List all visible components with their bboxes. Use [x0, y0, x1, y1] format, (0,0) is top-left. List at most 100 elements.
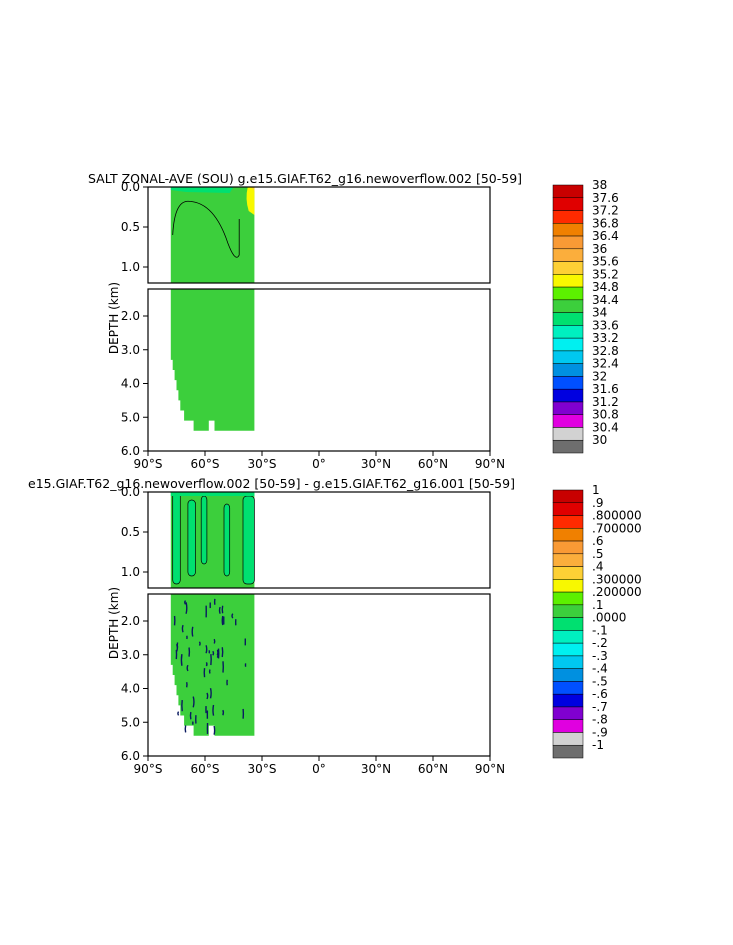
diff-contour	[209, 688, 212, 699]
colorbar-swatch	[552, 439, 584, 454]
colorbar-swatch	[552, 299, 584, 313]
x-tick-label: 30°S	[248, 762, 277, 776]
y-tick-label: 4.0	[121, 377, 140, 391]
colorbar-swatch	[552, 706, 584, 720]
colorbar-swatch	[552, 235, 584, 250]
diff-patch	[223, 503, 231, 577]
y-tick-label: 6.0	[121, 749, 140, 763]
y-tick-labels: 0.0 0.5 1.0 2.0 3.0 4.0 5.0 6.0	[121, 180, 148, 458]
diff-contour	[206, 692, 209, 700]
x-tick-label: 90°S	[134, 762, 163, 776]
y-tick-label: 1.0	[121, 565, 140, 579]
colorbar-label: -.3	[592, 649, 608, 663]
colorbar-label: 32.8	[592, 344, 619, 358]
colorbar-label: 32.4	[592, 357, 619, 371]
colorbar-swatch	[552, 274, 584, 288]
colorbar-label: .5	[592, 547, 603, 561]
chart-title: SALT ZONAL-AVE (SOU) g.e15.GIAF.T62_g16.…	[88, 171, 522, 186]
colorbar-label: .9	[592, 496, 603, 510]
salinity-chart: SALT ZONAL-AVE (SOU) g.e15.GIAF.T62_g16.…	[88, 171, 619, 471]
colorbar-label: -.6	[592, 687, 608, 701]
y-tick-label: 0.5	[121, 525, 140, 539]
y-tick-label: 5.0	[121, 715, 140, 729]
y-tick-label: 2.0	[121, 309, 140, 323]
fresh-surface	[170, 187, 234, 193]
diff-contour	[177, 711, 180, 716]
diff-contour	[181, 624, 184, 633]
salinity-difference-chart: e15.GIAF.T62_g16.newoverflow.002 [50-59]…	[28, 476, 642, 776]
colorbar-swatch	[552, 502, 584, 516]
colorbar-swatch	[552, 427, 584, 441]
colorbar-label: .6	[592, 534, 603, 548]
colorbar-swatch	[552, 286, 584, 301]
colorbar-swatch	[552, 579, 584, 593]
colorbar-label: -1	[592, 738, 604, 752]
colorbar-swatch	[552, 223, 584, 237]
x-tick-label: 60°S	[191, 762, 220, 776]
x-tick-label: 90°S	[134, 457, 163, 471]
colorbar-label: .700000	[592, 521, 642, 535]
contour-line	[172, 200, 240, 258]
field-lower	[170, 289, 255, 431]
colorbar-swatch	[552, 350, 584, 364]
x-tick-labels: 90°S 60°S 30°S 0° 30°N 60°N 90°N	[134, 756, 505, 776]
colorbar-swatch	[552, 184, 584, 199]
colorbar-label: -.2	[592, 636, 608, 650]
colorbar-label: 32	[592, 369, 607, 383]
diff-patch	[200, 495, 208, 565]
colorbar-label: .1	[592, 598, 603, 612]
colorbar-swatch	[552, 540, 584, 555]
y-tick-labels: 0.0 0.5 1.0 2.0 3.0 4.0 5.0 6.0	[121, 485, 148, 763]
diff-contour	[175, 643, 179, 652]
field-upper	[170, 492, 255, 588]
diff-contour	[205, 645, 208, 654]
colorbar: 1.9.800000.700000.6.5.4.300000.200000.1.…	[552, 483, 642, 759]
colorbar-label: -.9	[592, 725, 608, 739]
field-lower	[170, 594, 255, 736]
colorbar-label: 37.2	[592, 204, 619, 218]
colorbar-swatch	[552, 248, 584, 262]
colorbar-label: 31.2	[592, 395, 619, 409]
colorbar-swatch	[552, 719, 584, 733]
contour-fills	[170, 187, 255, 431]
colorbar-label: -.8	[592, 713, 608, 727]
colorbar-label: 37.6	[592, 191, 619, 205]
x-tick-label: 60°N	[418, 457, 448, 471]
x-tick-label: 30°S	[248, 457, 277, 471]
x-tick-label: 0°	[312, 457, 326, 471]
colorbar-label: 34.4	[592, 293, 619, 307]
colorbar-label: 30	[592, 433, 607, 447]
colorbar-swatch	[552, 642, 584, 657]
colorbar-swatch	[552, 681, 584, 695]
colorbar-swatch	[552, 515, 584, 529]
colorbar-swatch	[552, 376, 584, 390]
colorbar-swatch	[552, 528, 584, 542]
y-tick-label: 6.0	[121, 444, 140, 458]
colorbar-label: -.4	[592, 662, 608, 676]
y-tick-label: 1.0	[121, 260, 140, 274]
colorbar-label: 33.6	[592, 318, 619, 332]
colorbar-swatch	[552, 693, 584, 708]
y-tick-label: 4.0	[121, 682, 140, 696]
colorbar-label: -.7	[592, 700, 608, 714]
colorbar-swatch	[552, 604, 584, 618]
colorbar-swatch	[552, 337, 584, 352]
x-tick-label: 60°N	[418, 762, 448, 776]
diff-contour	[185, 602, 188, 614]
colorbar-swatch	[552, 401, 584, 415]
y-tick-label: 5.0	[121, 410, 140, 424]
colorbar-label: .0000	[592, 611, 626, 625]
colorbar-swatch	[552, 414, 584, 428]
salinity-core	[251, 187, 255, 191]
colorbar-swatch	[552, 744, 584, 759]
diff-surface	[170, 492, 255, 496]
x-tick-label: 90°N	[475, 457, 505, 471]
y-tick-label: 3.0	[121, 343, 140, 357]
colorbar-label: -.5	[592, 674, 608, 688]
colorbar-swatch	[552, 363, 584, 377]
y-tick-label: 0.5	[121, 220, 140, 234]
diff-contour	[184, 600, 187, 605]
colorbar-label: 30.8	[592, 408, 619, 422]
colorbar-label: 36.8	[592, 216, 619, 230]
